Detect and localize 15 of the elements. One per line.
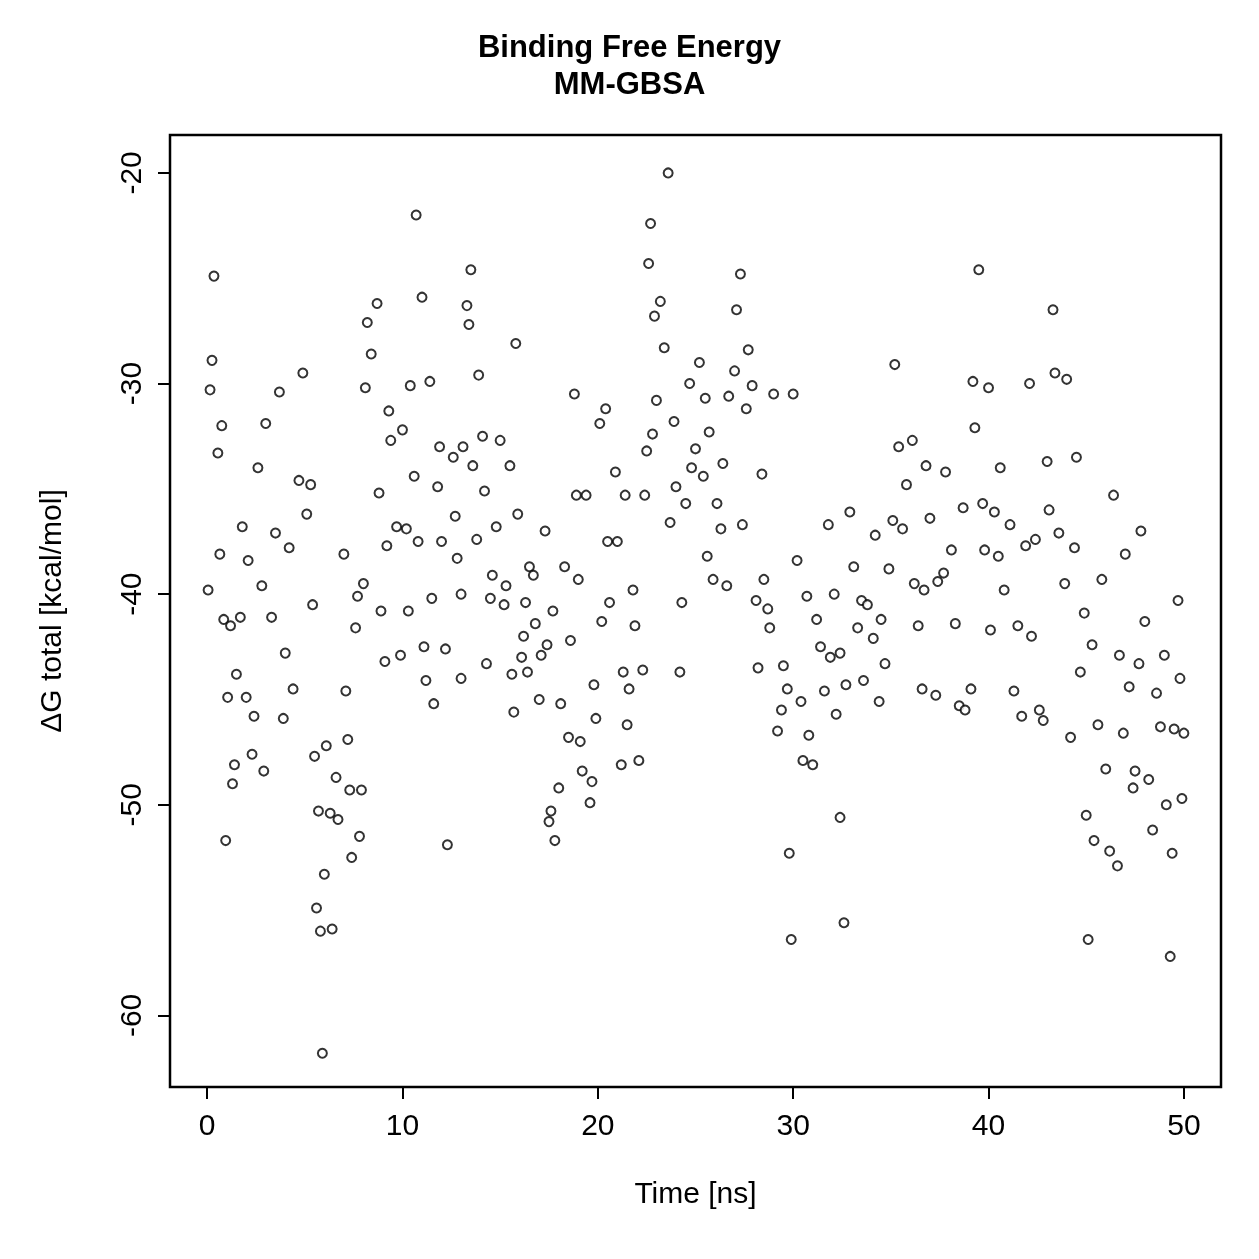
y-tick-label: -20 xyxy=(113,151,147,195)
y-tick-label: -30 xyxy=(113,361,147,406)
x-tick-label: 10 xyxy=(385,1107,420,1141)
y-tick-label: -60 xyxy=(113,993,147,1038)
chart-subtitle: MM-GBSA xyxy=(553,66,706,101)
x-tick-label: 50 xyxy=(1167,1107,1201,1141)
x-tick-label: 30 xyxy=(776,1107,810,1141)
y-tick-label: -50 xyxy=(113,783,147,827)
x-tick-label: 20 xyxy=(581,1107,615,1141)
y-axis-title: ΔG total [kcal/mol] xyxy=(33,489,67,733)
x-axis-title: Time [ns] xyxy=(634,1175,757,1209)
y-tick-label: -40 xyxy=(113,572,147,616)
x-tick-label: 0 xyxy=(198,1107,216,1141)
x-tick-label: 40 xyxy=(971,1107,1006,1141)
chart-title: Binding Free Energy xyxy=(477,29,782,64)
